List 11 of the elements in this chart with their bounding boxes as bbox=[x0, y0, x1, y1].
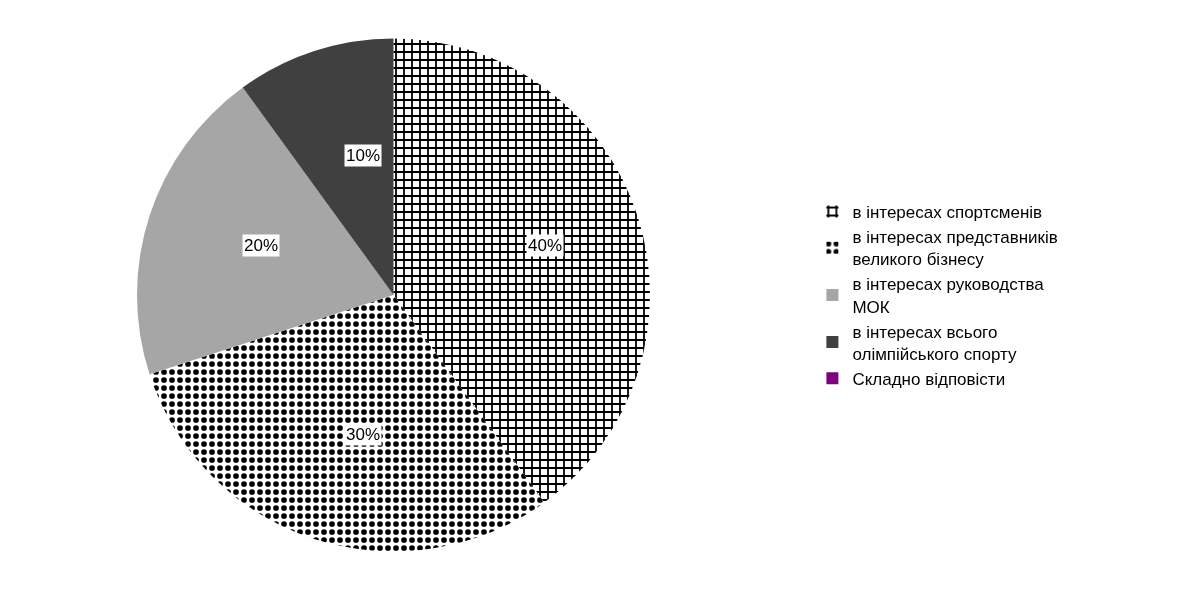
data-label: 10% bbox=[346, 146, 381, 165]
legend-label: в інтересах всього олімпійського спорту bbox=[852, 322, 1018, 364]
data-label: 20% bbox=[244, 236, 279, 255]
pie-slice bbox=[149, 295, 545, 552]
pie-slice bbox=[393, 38, 650, 503]
legend-label: в інтересах спортсменів bbox=[852, 203, 1043, 223]
data-label: 40% bbox=[528, 236, 563, 255]
data-label: 30% bbox=[346, 425, 381, 444]
legend-label: Складно відповісти bbox=[852, 369, 1006, 389]
pie-slice bbox=[242, 38, 394, 295]
pie-slice bbox=[137, 87, 394, 375]
